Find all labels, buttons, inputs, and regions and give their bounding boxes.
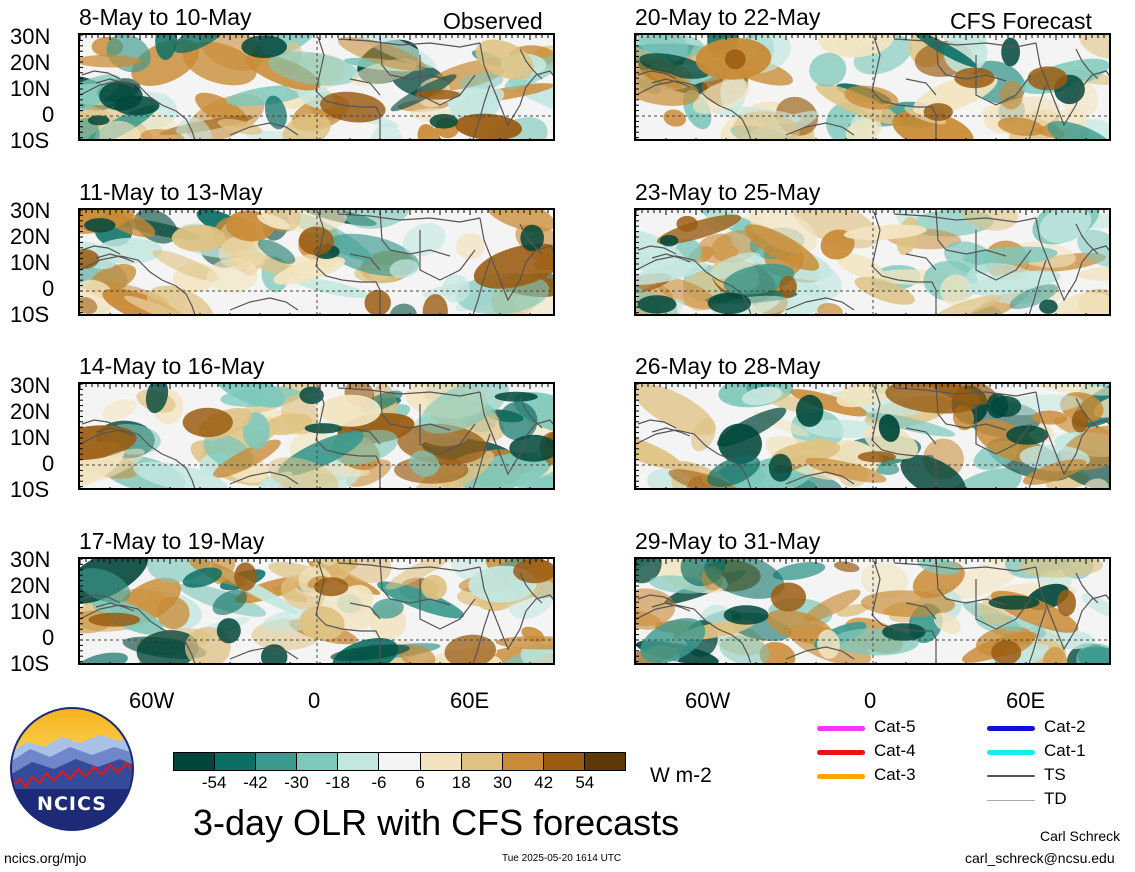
olr-map-panel (634, 382, 1111, 490)
colorbar-tick-label: -18 (325, 773, 350, 792)
colorbar-box (338, 753, 380, 770)
olr-map-panel (634, 557, 1111, 665)
panel-title: 11-May to 13-May (79, 179, 263, 205)
colorbar-box (543, 753, 585, 770)
panel-title: 23-May to 25-May (635, 179, 821, 205)
panel-title: 8-May to 10-May (79, 4, 252, 30)
olr-map-panel (78, 382, 555, 490)
colorbar-tick-label: -54 (201, 773, 227, 792)
colorbar-box (297, 753, 339, 770)
colorbar-box (215, 753, 257, 770)
colorbar-tick-label: -6 (371, 773, 387, 792)
legend-swatch (817, 750, 865, 755)
olr-map-panel (634, 208, 1111, 316)
legend-swatch (817, 726, 865, 731)
footer-url: ncics.org/mjo (4, 850, 87, 866)
colorbar-tick-label: -30 (284, 773, 309, 792)
legend-label: Cat-1 (1044, 741, 1086, 760)
colorbar-box (502, 753, 544, 770)
colorbar-box (420, 753, 462, 770)
legend-label: TD (1044, 789, 1067, 808)
legend-label: Cat-3 (874, 765, 916, 784)
main-title: 3-day OLR with CFS forecasts (193, 802, 680, 843)
observed-title: Observed (443, 8, 543, 34)
colorbar-box (379, 753, 421, 770)
panel-title: 14-May to 16-May (79, 353, 265, 379)
colorbar-tick-label: 54 (575, 773, 595, 792)
olr-map-panel (78, 33, 555, 141)
legend-label: Cat-2 (1044, 717, 1086, 736)
footer-author: Carl Schreck (1040, 828, 1121, 844)
legend-label: Cat-4 (874, 741, 916, 760)
colorbar-box (256, 753, 298, 770)
logo-text: NCICS (37, 793, 107, 815)
colorbar-box (584, 753, 626, 770)
panel-title: 20-May to 22-May (635, 4, 821, 30)
legend-swatch (817, 774, 865, 779)
cfs-forecast-title: CFS Forecast (950, 8, 1092, 34)
olr-map-panel (78, 557, 555, 665)
legend-label: Cat-5 (874, 717, 916, 736)
colorbar-units: W m-2 (650, 764, 712, 787)
footer-timestamp: Tue 2025-05-20 1614 UTC (502, 853, 622, 864)
colorbar-tick-label: 6 (415, 773, 425, 792)
colorbar-box (461, 753, 503, 770)
colorbar-tick-label: 42 (534, 773, 554, 792)
ncics-logo: NCICS (10, 707, 134, 831)
panel-title: 26-May to 28-May (635, 353, 821, 379)
footer-email: carl_schreck@ncsu.edu (965, 850, 1115, 866)
legend-swatch (987, 726, 1035, 731)
panel-title: 29-May to 31-May (635, 528, 821, 554)
colorbar-tick-label: 18 (451, 773, 471, 792)
legend-label: TS (1044, 765, 1066, 784)
panel-title: 17-May to 19-May (79, 528, 265, 554)
olr-map-panel (78, 208, 555, 316)
legend-swatch (987, 750, 1035, 755)
colorbar-tick-label: 30 (492, 773, 512, 792)
colorbar-tick-label: -42 (243, 773, 268, 792)
colorbar (173, 752, 626, 771)
legend-swatch (987, 775, 1035, 777)
legend-swatch (987, 800, 1035, 801)
colorbar-box (174, 753, 216, 770)
olr-map-panel (634, 33, 1111, 141)
